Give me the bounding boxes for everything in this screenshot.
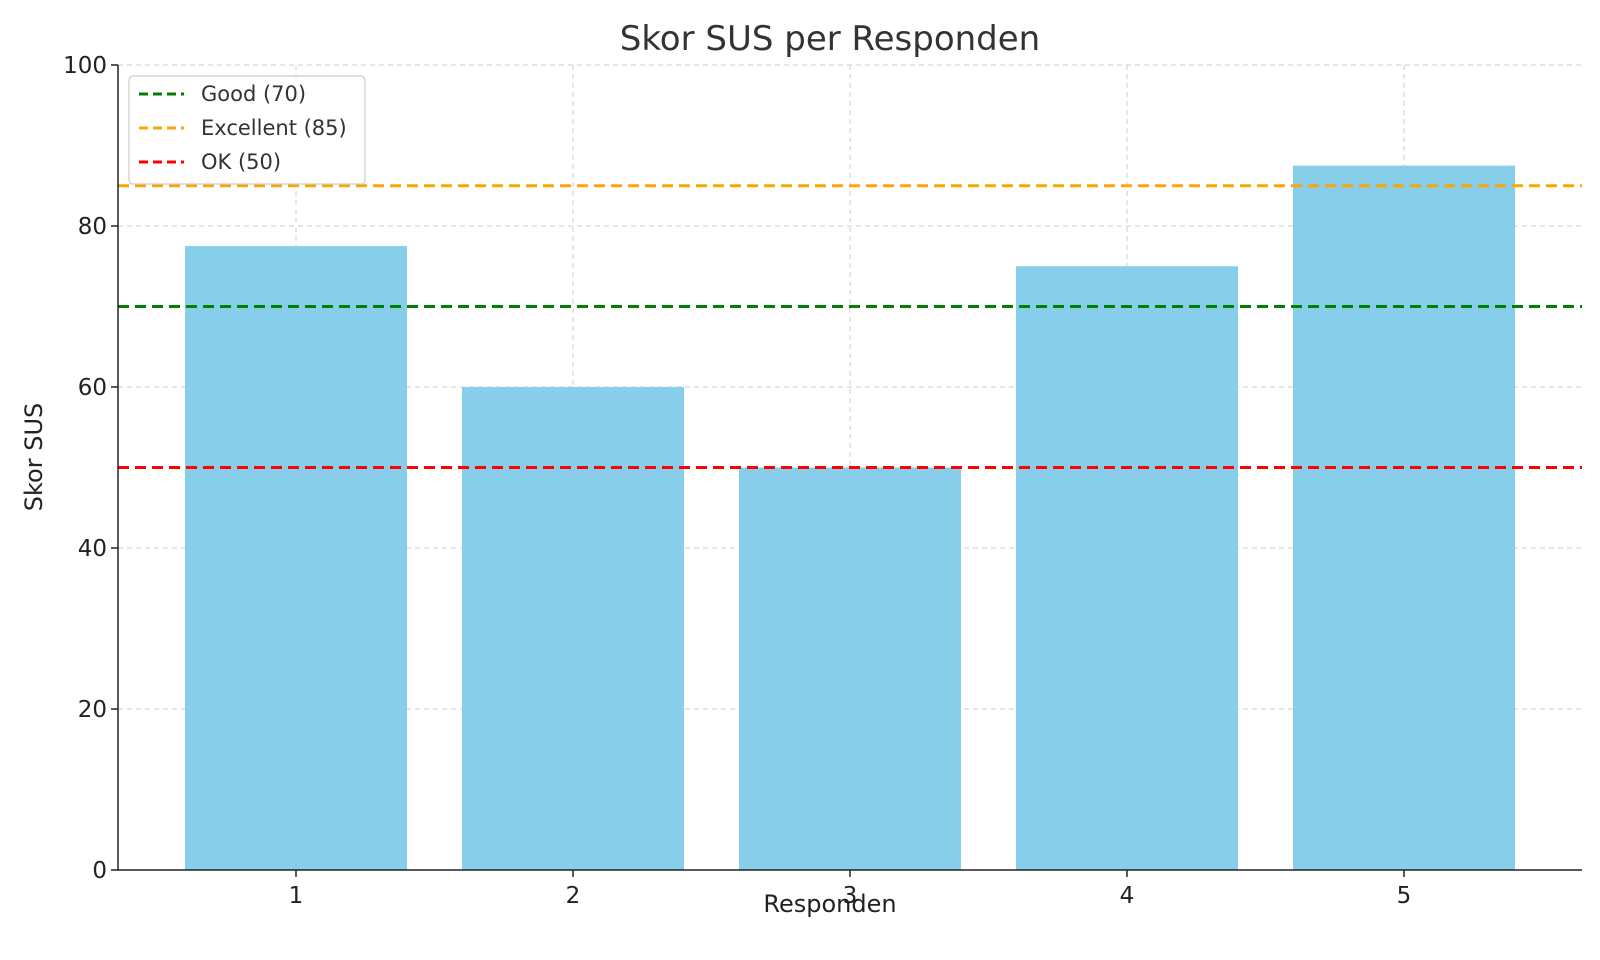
legend-label: OK (50) — [201, 150, 281, 174]
y-tick-label: 80 — [78, 214, 107, 240]
x-tick-label: 2 — [566, 883, 581, 909]
bar-responden-2 — [462, 387, 684, 870]
legend-label: Excellent (85) — [201, 116, 347, 140]
x-tick-label: 1 — [289, 883, 304, 909]
reference-lines — [118, 184, 1582, 469]
bar-responden-1 — [185, 246, 407, 870]
tick-labels: 0 20 40 60 80 100 1 2 3 4 5 — [63, 53, 1411, 909]
legend-box — [128, 75, 366, 185]
legend: Good (70) Excellent (85) OK (50) — [128, 75, 366, 185]
legend-label: Good (70) — [201, 82, 306, 106]
x-tick-label: 5 — [1397, 883, 1412, 909]
x-axis-label: Responden — [763, 890, 896, 918]
y-tick-label: 20 — [78, 697, 107, 723]
y-axis-label: Skor SUS — [20, 403, 48, 512]
bar-responden-5 — [1293, 165, 1515, 870]
y-tick-label: 40 — [78, 536, 107, 562]
y-tick-label: 60 — [78, 375, 107, 401]
chart-title: Skor SUS per Responden — [620, 19, 1041, 59]
x-tick-label: 4 — [1120, 883, 1135, 909]
bar-responden-4 — [1016, 266, 1238, 870]
bar-responden-3 — [739, 467, 961, 870]
x-tick-label: 3 — [843, 883, 858, 909]
y-tick-label: 100 — [63, 53, 107, 79]
y-tick-label: 0 — [92, 858, 107, 884]
